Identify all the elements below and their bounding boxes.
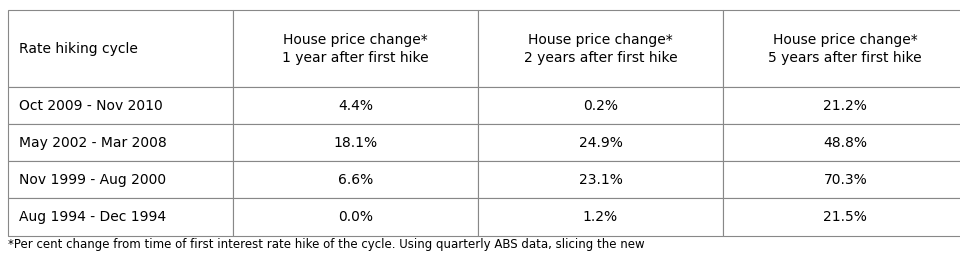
Text: 6.6%: 6.6% [338,173,373,187]
Bar [233,10,478,87]
Text: 0.2%: 0.2% [583,99,618,113]
Text: House price change*
5 years after first hike: House price change* 5 years after first … [768,33,923,65]
Text: 4.4%: 4.4% [338,99,373,113]
Text: 0.0%: 0.0% [338,210,373,224]
Bar [478,124,723,161]
Text: 48.8%: 48.8% [824,136,867,150]
Text: 18.1%: 18.1% [334,136,377,150]
Bar [478,87,723,124]
Bar [723,87,960,124]
Bar [478,198,723,236]
Bar [233,124,478,161]
Bar [233,198,478,236]
Bar [723,10,960,87]
Bar [233,161,478,198]
Text: *Per cent change from time of first interest rate hike of the cycle. Using quart: *Per cent change from time of first inte… [8,238,644,256]
Text: 23.1%: 23.1% [579,173,622,187]
Text: Nov 1999 - Aug 2000: Nov 1999 - Aug 2000 [19,173,166,187]
Bar [8,10,233,87]
Bar [478,161,723,198]
Bar [8,198,233,236]
Text: Rate hiking cycle: Rate hiking cycle [19,42,138,56]
Text: 1.2%: 1.2% [583,210,618,224]
Bar [723,161,960,198]
Text: 70.3%: 70.3% [824,173,867,187]
Text: House price change*
1 year after first hike: House price change* 1 year after first h… [282,33,429,65]
Bar [8,124,233,161]
Bar [723,198,960,236]
Bar [723,124,960,161]
Text: Aug 1994 - Dec 1994: Aug 1994 - Dec 1994 [19,210,166,224]
Bar [233,87,478,124]
Bar [478,10,723,87]
Text: 24.9%: 24.9% [579,136,622,150]
Text: House price change*
2 years after first hike: House price change* 2 years after first … [523,33,678,65]
Bar [8,161,233,198]
Text: 21.2%: 21.2% [824,99,867,113]
Text: 21.5%: 21.5% [824,210,867,224]
Bar [8,87,233,124]
Text: May 2002 - Mar 2008: May 2002 - Mar 2008 [19,136,167,150]
Text: Oct 2009 - Nov 2010: Oct 2009 - Nov 2010 [19,99,163,113]
